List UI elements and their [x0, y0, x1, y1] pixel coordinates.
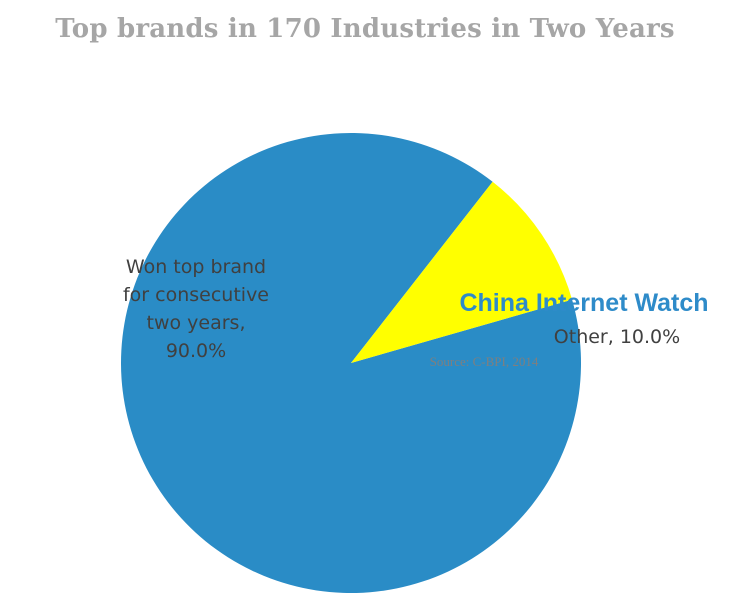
- slice-label-other: Other, 10.0%: [554, 326, 680, 348]
- pie-labels: Won top brand for consecutive two years, 90…: [123, 256, 680, 362]
- slice-label-won-top-brand-line: for consecutive: [123, 284, 269, 306]
- chart-title: Top brands in 170 Industries in Two Year…: [55, 14, 675, 44]
- slice-label-won-top-brand-line: Won top brand: [126, 256, 266, 278]
- slice-label-won-top-brand: Won top brand for consecutive two years, 90…: [123, 256, 269, 362]
- pie-slices: [121, 133, 582, 594]
- slice-label-other-line: Other, 10.0%: [554, 326, 680, 348]
- pie-slice-other: [351, 181, 573, 363]
- slice-label-won-top-brand-line: two years,: [147, 312, 246, 334]
- source-note: Source: C-BPI, 2014: [430, 354, 539, 369]
- watermark-text: China Internet Watch: [459, 289, 708, 317]
- pie-slice-won-top-brand: [121, 133, 582, 594]
- slice-label-won-top-brand-line: 90.0%: [166, 340, 226, 362]
